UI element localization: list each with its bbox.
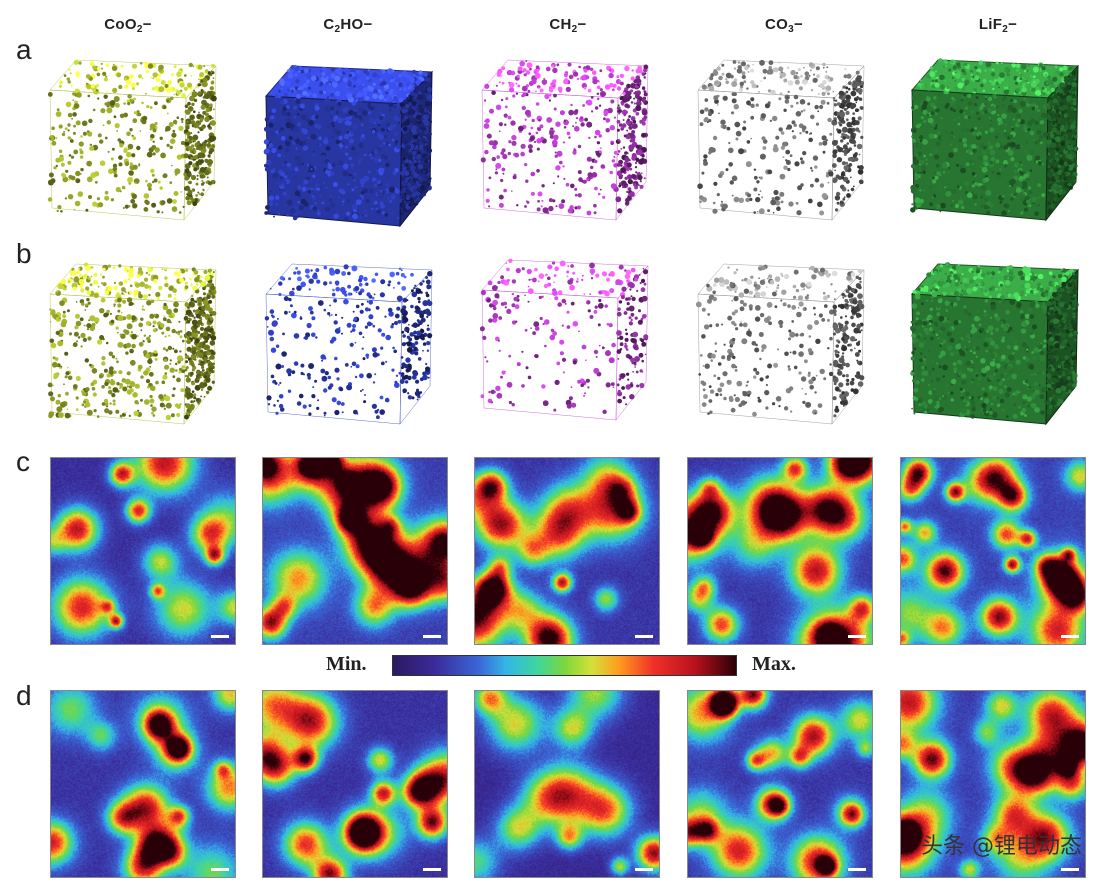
- scale-bar: [211, 868, 229, 871]
- cube-render: [262, 256, 440, 426]
- column-title-co3: CO3−: [714, 16, 854, 35]
- row-label-a: a: [16, 34, 32, 66]
- cube-render: [908, 256, 1086, 426]
- heatmap-d-co3: [687, 690, 873, 878]
- heatmap-d-ch2: [474, 690, 660, 878]
- heatmap-c-co3: [687, 457, 873, 645]
- scale-bar: [848, 635, 866, 638]
- cube-b-lif2: [908, 256, 1086, 426]
- heatmap-c-lif2: [900, 457, 1086, 645]
- scale-bar: [635, 868, 653, 871]
- cube-render: [694, 52, 872, 222]
- column-title-c2ho: C2HO−: [278, 16, 418, 35]
- row-label-d: d: [16, 680, 32, 712]
- column-title-ch2: CH2−: [498, 16, 638, 35]
- cube-render: [908, 52, 1086, 222]
- cube-a-lif2: [908, 52, 1086, 222]
- scale-bar: [423, 868, 441, 871]
- scale-bar: [211, 635, 229, 638]
- cube-b-coo2: [46, 256, 224, 426]
- heatmap-c-ch2: [474, 457, 660, 645]
- heatmap-d-coo2: [50, 690, 236, 878]
- cube-render: [478, 252, 656, 422]
- cube-render: [46, 256, 224, 426]
- scale-bar: [1061, 868, 1079, 871]
- heatmap-c-c2ho: [262, 457, 448, 645]
- scale-max-label: Max.: [752, 653, 796, 676]
- cube-a-coo2: [46, 52, 224, 222]
- heatmap-d-c2ho: [262, 690, 448, 878]
- cube-render: [46, 52, 224, 222]
- cube-a-co3: [694, 52, 872, 222]
- scale-min-label: Min.: [326, 653, 367, 676]
- column-title-lif2: LiF2−: [928, 16, 1068, 35]
- heatmap-c-coo2: [50, 457, 236, 645]
- row-label-b: b: [16, 238, 32, 270]
- cube-render: [694, 256, 872, 426]
- cube-a-ch2: [478, 52, 656, 222]
- cube-b-co3: [694, 256, 872, 426]
- cube-b-c2ho: [262, 256, 440, 426]
- scale-bar: [848, 868, 866, 871]
- cube-render: [262, 58, 440, 228]
- scale-bar: [1061, 635, 1079, 638]
- scale-bar: [423, 635, 441, 638]
- scale-bar: [635, 635, 653, 638]
- row-label-c: c: [16, 446, 30, 478]
- cube-render: [478, 52, 656, 222]
- color-scale-bar: [392, 655, 737, 676]
- watermark-text: 头条 @锂电动态: [921, 828, 1082, 860]
- column-title-coo2: CoO2−: [58, 16, 198, 35]
- cube-b-ch2: [478, 252, 656, 422]
- cube-a-c2ho: [262, 58, 440, 228]
